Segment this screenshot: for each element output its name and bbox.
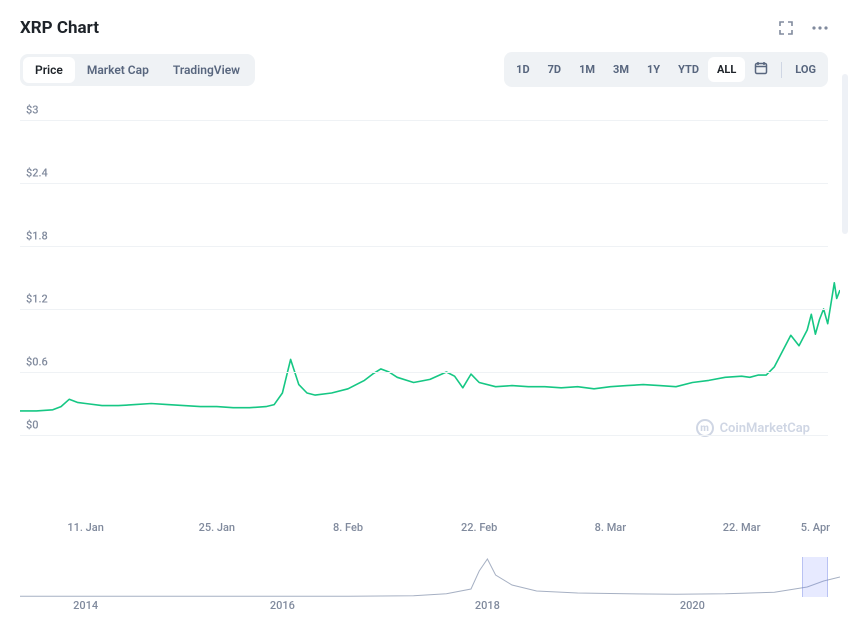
gridline [20, 183, 828, 184]
x-axis-labels: 11. Jan 25. Jan 8. Feb 22. Feb 8. Mar 22. Mar… [20, 521, 828, 543]
tab-market-cap[interactable]: Market Cap [75, 57, 161, 83]
price-chart[interactable]: m CoinMarketCap $0$0.6$1.2$1.8$2.4$3 [20, 99, 828, 519]
mini-x-label: 2014 [73, 599, 98, 612]
range-7d[interactable]: 7D [539, 57, 570, 82]
page-title: XRP Chart [20, 18, 99, 38]
gridline [20, 309, 828, 310]
mini-x-label: 2018 [475, 599, 500, 612]
x-axis-label: 5. Apr [801, 521, 830, 534]
tab-tradingview[interactable]: TradingView [161, 57, 252, 83]
range-ytd[interactable]: YTD [669, 57, 708, 82]
mini-x-label: 2020 [680, 599, 705, 612]
range-handle[interactable] [802, 557, 828, 597]
range-3m[interactable]: 3M [604, 57, 638, 82]
scrollbar[interactable] [842, 74, 848, 234]
gridline [20, 435, 828, 436]
x-axis-label: 11. Jan [67, 521, 103, 534]
chart-type-tabs: PriceMarket CapTradingView [20, 54, 255, 86]
y-axis-label: $0 [26, 419, 39, 432]
x-axis-label: 8. Feb [333, 521, 363, 534]
watermark-text: CoinMarketCap [720, 421, 810, 436]
more-icon[interactable] [812, 26, 828, 30]
fullscreen-icon[interactable] [778, 20, 794, 36]
x-axis-label: 8. Mar [595, 521, 626, 534]
calendar-icon[interactable] [745, 55, 777, 84]
y-axis-label: $0.6 [26, 356, 48, 369]
range-1y[interactable]: 1Y [638, 57, 669, 82]
time-range-group: 1D7D1M3M1YYTDALL LOG [504, 52, 828, 87]
range-1m[interactable]: 1M [570, 57, 604, 82]
gridline [20, 372, 828, 373]
range-navigator[interactable] [20, 557, 828, 597]
range-1d[interactable]: 1D [507, 57, 538, 82]
y-axis-label: $3 [26, 104, 39, 117]
log-toggle[interactable]: LOG [786, 57, 825, 82]
tab-price[interactable]: Price [23, 57, 75, 83]
y-axis-label: $1.8 [26, 230, 48, 243]
gridline [20, 246, 828, 247]
x-axis-label: 25. Jan [199, 521, 235, 534]
price-line [20, 283, 840, 411]
mini-line [20, 559, 840, 596]
range-all[interactable]: ALL [708, 57, 745, 82]
gridline [20, 120, 828, 121]
y-axis-label: $2.4 [26, 167, 48, 180]
mini-x-label: 2016 [270, 599, 295, 612]
mini-x-labels: 2014 2016 2018 2020 [20, 599, 828, 619]
x-axis-label: 22. Mar [723, 521, 761, 534]
y-axis-label: $1.2 [26, 293, 48, 306]
x-axis-label: 22. Feb [461, 521, 497, 534]
